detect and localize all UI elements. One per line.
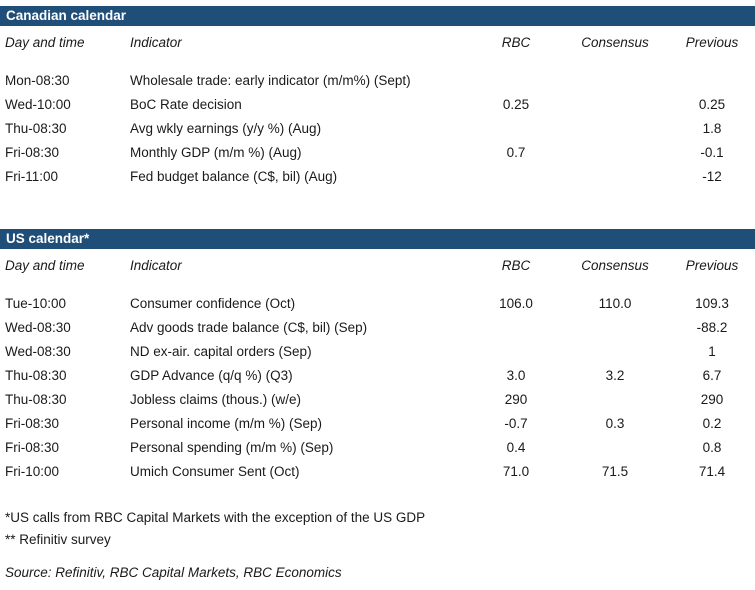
cell-day-and-time: Thu-08:30 — [5, 391, 67, 407]
column-header-indicator: Indicator — [130, 34, 182, 50]
cell-day-and-time: Wed-08:30 — [5, 343, 71, 359]
canadian-column-header-row: Day and time Indicator RBC Consensus Pre… — [0, 32, 755, 52]
us-section-title-bar: US calendar* — [0, 229, 755, 249]
cell-previous: 0.2 — [702, 415, 722, 431]
cell-previous: 0.8 — [702, 439, 722, 455]
column-header-consensus: Consensus — [581, 257, 649, 273]
cell-consensus: 0.3 — [605, 415, 625, 431]
table-row: Fri-10:00 Umich Consumer Sent (Oct) 71.0 71… — [0, 459, 755, 483]
cell-indicator: Personal spending (m/m %) (Sep) — [130, 439, 334, 455]
cell-rbc: 71.0 — [502, 463, 530, 479]
canadian-section-title: Canadian calendar — [6, 8, 127, 23]
us-section-title: US calendar* — [6, 231, 90, 246]
cell-consensus: 110.0 — [598, 295, 632, 311]
cell-indicator: Fed budget balance (C$, bil) (Aug) — [130, 168, 338, 184]
cell-day-and-time: Fri-08:30 — [5, 439, 60, 455]
cell-indicator: BoC Rate decision — [130, 96, 242, 112]
column-header-day-and-time: Day and time — [5, 34, 85, 50]
cell-indicator: Umich Consumer Sent (Oct) — [130, 463, 300, 479]
cell-previous: 0.25 — [698, 96, 726, 112]
cell-rbc: -0.7 — [504, 415, 528, 431]
column-header-day-and-time: Day and time — [5, 257, 85, 273]
table-row: Fri-08:30 Monthly GDP (m/m %) (Aug) 0.7 -0.… — [0, 140, 755, 164]
cell-indicator: Avg wkly earnings (y/y %) (Aug) — [130, 120, 322, 136]
cell-day-and-time: Fri-10:00 — [5, 463, 60, 479]
table-row: Fri-08:30 Personal spending (m/m %) (Sep)… — [0, 435, 755, 459]
cell-indicator: Wholesale trade: early indicator (m/m%) … — [130, 72, 411, 88]
column-header-rbc: RBC — [501, 257, 531, 273]
footnotes: *US calls from RBC Capital Markets with … — [0, 507, 755, 551]
cell-day-and-time: Fri-08:30 — [5, 144, 60, 160]
cell-indicator: GDP Advance (q/q %) (Q3) — [130, 367, 293, 383]
cell-day-and-time: Fri-11:00 — [5, 168, 59, 184]
cell-day-and-time: Fri-08:30 — [5, 415, 60, 431]
cell-day-and-time: Thu-08:30 — [5, 120, 67, 136]
cell-day-and-time: Tue-10:00 — [5, 295, 67, 311]
footnote-us-calls: *US calls from RBC Capital Markets with … — [5, 510, 426, 525]
footnote-refinitiv-survey: ** Refinitiv survey — [5, 532, 111, 547]
column-header-indicator: Indicator — [130, 257, 182, 273]
cell-previous: 109.3 — [695, 295, 729, 311]
cell-day-and-time: Wed-10:00 — [5, 96, 71, 112]
cell-indicator: Jobless claims (thous.) (w/e) — [130, 391, 302, 407]
table-row: Mon-08:30 Wholesale trade: early indicato… — [0, 68, 755, 92]
table-row: Fri-08:30 Personal income (m/m %) (Sep) -0… — [0, 411, 755, 435]
cell-day-and-time: Thu-08:30 — [5, 367, 67, 383]
cell-day-and-time: Wed-08:30 — [5, 319, 71, 335]
column-header-previous: Previous — [685, 257, 739, 273]
cell-previous: -12 — [702, 168, 722, 184]
us-table-body: Tue-10:00 Consumer confidence (Oct) 106.0 1… — [0, 291, 755, 483]
cell-indicator: ND ex-air. capital orders (Sep) — [130, 343, 312, 359]
canadian-section-title-bar: Canadian calendar — [0, 6, 755, 26]
table-row: Wed-08:30 ND ex-air. capital orders (Sep)… — [0, 339, 755, 363]
table-row: Wed-08:30 Adv goods trade balance (C$, bi… — [0, 315, 755, 339]
cell-consensus: 71.5 — [601, 463, 629, 479]
cell-previous: -0.1 — [700, 144, 724, 160]
cell-previous: 1 — [708, 343, 716, 359]
source-attribution: Source: Refinitiv, RBC Capital Markets, … — [5, 565, 342, 580]
table-row: Thu-08:30 GDP Advance (q/q %) (Q3) 3.0 3.2 6… — [0, 363, 755, 387]
canadian-calendar-section: Canadian calendar Day and time Indicator… — [0, 6, 755, 188]
table-row: Thu-08:30 Jobless claims (thous.) (w/e) 29… — [0, 387, 755, 411]
cell-indicator: Consumer confidence (Oct) — [130, 295, 296, 311]
cell-previous: 290 — [700, 391, 724, 407]
us-column-header-row: Day and time Indicator RBC Consensus Pre… — [0, 255, 755, 275]
cell-day-and-time: Mon-08:30 — [5, 72, 70, 88]
cell-previous: 71.4 — [698, 463, 726, 479]
column-header-rbc: RBC — [501, 34, 531, 50]
cell-rbc: 290 — [504, 391, 528, 407]
table-row: Wed-10:00 BoC Rate decision 0.25 0.25 — [0, 92, 755, 116]
cell-rbc: 0.7 — [506, 144, 526, 160]
cell-indicator: Monthly GDP (m/m %) (Aug) — [130, 144, 302, 160]
table-row: Fri-11:00 Fed budget balance (C$, bil) (A… — [0, 164, 755, 188]
cell-rbc: 0.4 — [506, 439, 526, 455]
table-row: Tue-10:00 Consumer confidence (Oct) 106.0 1… — [0, 291, 755, 315]
cell-consensus: 3.2 — [605, 367, 625, 383]
canadian-table-body: Mon-08:30 Wholesale trade: early indicato… — [0, 68, 755, 188]
cell-rbc: 106.0 — [499, 295, 533, 311]
column-header-consensus: Consensus — [581, 34, 649, 50]
us-calendar-section: US calendar* Day and time Indicator RBC … — [0, 229, 755, 483]
cell-previous: 6.7 — [702, 367, 722, 383]
cell-indicator: Adv goods trade balance (C$, bil) (Sep) — [130, 319, 368, 335]
cell-rbc: 3.0 — [506, 367, 526, 383]
cell-previous: -88.2 — [696, 319, 728, 335]
table-row: Thu-08:30 Avg wkly earnings (y/y %) (Aug)… — [0, 116, 755, 140]
cell-indicator: Personal income (m/m %) (Sep) — [130, 415, 323, 431]
column-header-previous: Previous — [685, 34, 739, 50]
cell-previous: 1.8 — [702, 120, 722, 136]
cell-rbc: 0.25 — [502, 96, 530, 112]
